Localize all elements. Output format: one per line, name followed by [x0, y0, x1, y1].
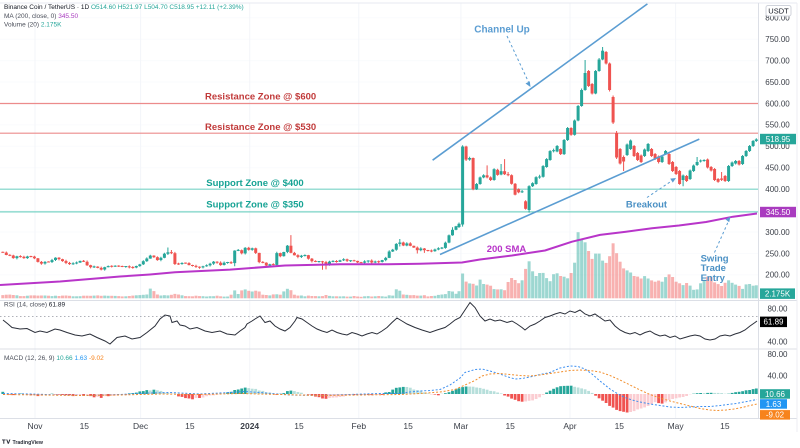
svg-text:TradingView: TradingView [13, 440, 44, 446]
svg-text:MA (200, close, 0) 345.50: MA (200, close, 0) 345.50 [4, 13, 78, 20]
svg-text:200.00: 200.00 [765, 271, 790, 280]
svg-text:Support Zone @ $400: Support Zone @ $400 [206, 178, 303, 189]
svg-text:Volume (20) 2.175K: Volume (20) 2.175K [4, 22, 62, 29]
svg-text:518.95: 518.95 [766, 135, 791, 144]
svg-text:Trade: Trade [701, 263, 726, 274]
svg-text:200 SMA: 200 SMA [487, 244, 527, 255]
svg-text:600.00: 600.00 [765, 99, 790, 108]
svg-text:Channel Up: Channel Up [474, 25, 530, 36]
svg-text:250.00: 250.00 [765, 249, 790, 258]
svg-text:Resistance Zone @ $600: Resistance Zone @ $600 [205, 92, 316, 103]
svg-text:700.00: 700.00 [765, 56, 790, 65]
svg-text:Nov: Nov [27, 421, 43, 431]
svg-text:15: 15 [80, 421, 90, 431]
svg-text:550.00: 550.00 [765, 121, 790, 130]
svg-text:15: 15 [185, 421, 195, 431]
svg-text:450.00: 450.00 [765, 164, 790, 173]
svg-text:80.00: 80.00 [767, 350, 788, 359]
svg-text:May: May [668, 421, 685, 431]
svg-text:15: 15 [403, 421, 413, 431]
svg-text:Binance Coin / TetherUS · 1D O: Binance Coin / TetherUS · 1D O514.60 H52… [4, 4, 244, 11]
svg-text:15: 15 [294, 421, 304, 431]
svg-text:650.00: 650.00 [765, 78, 790, 87]
svg-text:400.00: 400.00 [765, 185, 790, 194]
svg-text:40.00: 40.00 [767, 371, 788, 380]
svg-text:USDT: USDT [768, 7, 789, 16]
svg-text:Dec: Dec [133, 421, 149, 431]
svg-text:1.63: 1.63 [766, 400, 782, 409]
svg-text:Swing: Swing [701, 254, 729, 265]
svg-text:80.00: 80.00 [767, 304, 788, 313]
svg-text:10.66: 10.66 [765, 390, 786, 399]
svg-text:15: 15 [505, 421, 515, 431]
svg-text:Mar: Mar [454, 421, 469, 431]
svg-text:-9.02: -9.02 [766, 411, 785, 420]
svg-text:61.89: 61.89 [763, 318, 784, 327]
svg-text:Resistance Zone @ $530: Resistance Zone @ $530 [205, 122, 316, 133]
svg-text:Apr: Apr [563, 421, 576, 431]
svg-text:750.00: 750.00 [765, 35, 790, 44]
svg-text:2.175K: 2.175K [765, 290, 791, 299]
svg-text:RSI (14, close) 61.89: RSI (14, close) 61.89 [4, 302, 65, 309]
svg-text:Breakout: Breakout [626, 200, 668, 211]
svg-text:2024: 2024 [240, 421, 259, 431]
svg-text:15: 15 [615, 421, 625, 431]
svg-text:Support Zone @ $350: Support Zone @ $350 [206, 200, 303, 211]
svg-text:Feb: Feb [351, 421, 366, 431]
svg-text:800.00: 800.00 [765, 14, 790, 23]
svg-text:MACD (12, 26, 9) 10.66 1.63 -9: MACD (12, 26, 9) 10.66 1.63 -9.02 [4, 355, 104, 362]
svg-text:Entry: Entry [701, 273, 726, 284]
svg-text:15: 15 [720, 421, 730, 431]
svg-text:345.50: 345.50 [766, 208, 791, 217]
svg-text:300.00: 300.00 [765, 228, 790, 237]
svg-text:40.00: 40.00 [767, 337, 788, 346]
svg-text:500.00: 500.00 [765, 142, 790, 151]
